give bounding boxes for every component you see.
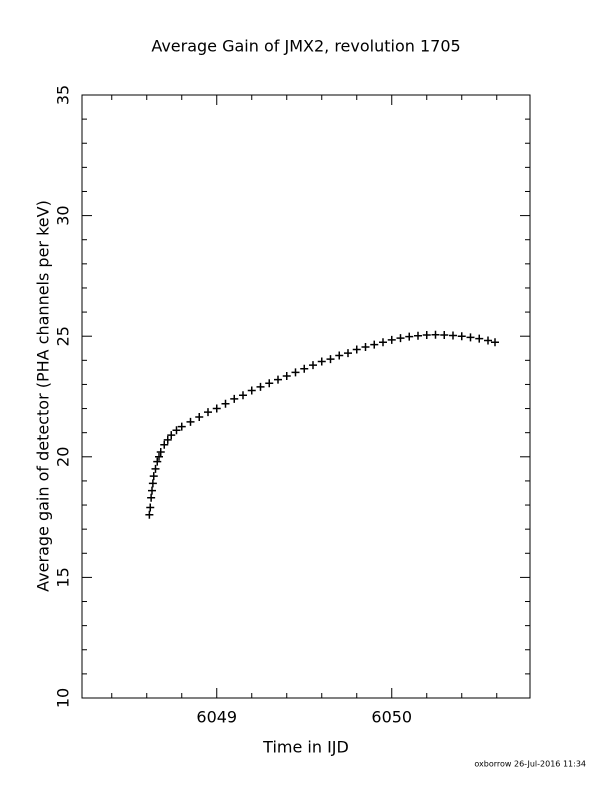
- x-tick-label: 6049: [196, 708, 237, 727]
- data-point: [177, 422, 186, 431]
- data-point: [195, 413, 204, 422]
- x-axis-label: Time in IJD: [262, 738, 349, 757]
- data-point: [163, 435, 172, 444]
- data-point: [155, 452, 163, 461]
- data-point: [146, 503, 155, 512]
- data-point: [326, 355, 335, 364]
- data-point: [405, 332, 414, 341]
- data-point: [309, 361, 317, 370]
- data-point: [484, 336, 492, 345]
- data-point: [361, 343, 370, 352]
- y-tick-label: 15: [54, 567, 73, 587]
- data-point: [344, 349, 352, 358]
- footer: oxborrow 26-Jul-2016 11:34: [474, 760, 586, 769]
- data-point: [230, 394, 239, 403]
- data-point: [186, 417, 195, 426]
- data-point: [396, 334, 405, 343]
- data-point: [475, 334, 484, 343]
- data-point: [247, 386, 256, 395]
- data-point: [491, 338, 499, 347]
- data-point: [147, 493, 156, 502]
- data-point: [156, 447, 165, 456]
- data-point: [148, 479, 157, 488]
- data-point: [317, 357, 326, 366]
- data-point: [212, 404, 221, 413]
- data-point: [457, 332, 466, 341]
- data-point: [282, 371, 291, 380]
- data-point: [160, 440, 169, 449]
- data-point: [274, 375, 282, 384]
- data-point: [153, 457, 162, 466]
- y-tick-label: 20: [54, 447, 73, 467]
- y-tick-label: 10: [54, 688, 73, 708]
- x-tick-label: 6050: [371, 708, 412, 727]
- data-point: [431, 330, 440, 339]
- data-point: [335, 351, 344, 360]
- data-point: [167, 431, 176, 440]
- data-point: [352, 345, 361, 354]
- plot-frame: [81, 94, 531, 699]
- data-point: [204, 408, 212, 417]
- data-point: [466, 333, 475, 342]
- data-point: [449, 331, 457, 340]
- data-point: [256, 382, 265, 391]
- data-point: [422, 330, 431, 339]
- chart-title: Average Gain of JMX2, revolution 1705: [151, 37, 460, 56]
- y-tick-label: 35: [54, 85, 73, 105]
- data-point: [265, 379, 274, 388]
- y-tick-label: 25: [54, 326, 73, 346]
- data-point: [145, 510, 154, 519]
- data-point: [172, 426, 181, 435]
- data-point: [151, 464, 160, 473]
- data-point: [379, 338, 387, 347]
- y-tick-label: 30: [54, 205, 73, 225]
- data-point: [148, 486, 156, 495]
- data-point: [387, 335, 396, 344]
- data-point: [370, 340, 379, 349]
- data-point: [221, 399, 230, 408]
- data-point: [414, 331, 422, 340]
- data-point: [291, 368, 300, 377]
- data-point: [239, 391, 247, 400]
- y-axis-label: Average gain of detector (PHA channels p…: [34, 200, 53, 592]
- data-point: [440, 330, 449, 339]
- data-point: [300, 364, 309, 373]
- data-point: [149, 472, 158, 481]
